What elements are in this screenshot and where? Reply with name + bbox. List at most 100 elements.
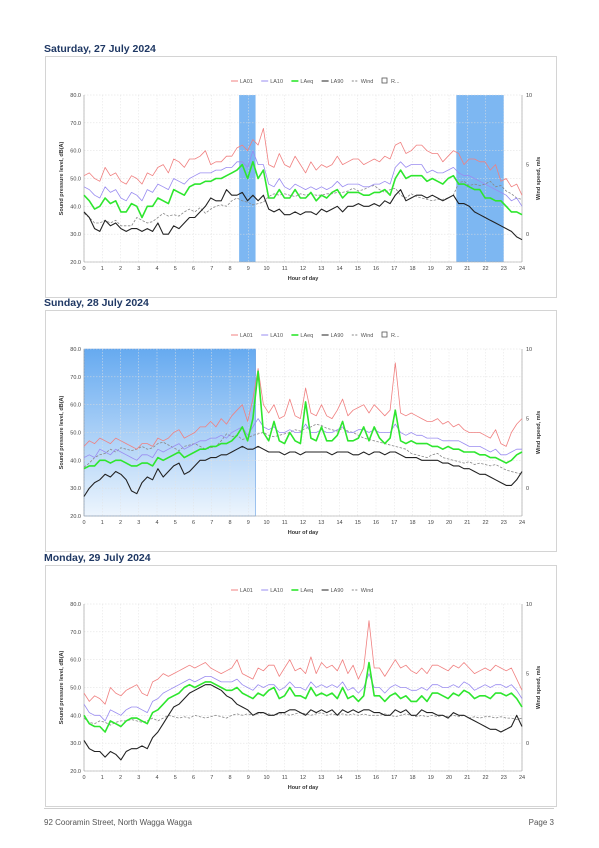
series-line-la01 — [83, 620, 523, 705]
x-tick-label: 12 — [300, 266, 306, 272]
y-tick-label: 50.0 — [70, 177, 81, 183]
y-right-tick-label: 10 — [526, 602, 532, 608]
x-tick-label: 22 — [482, 520, 488, 526]
x-tick-label: 1 — [101, 266, 104, 272]
y-tick-label: 50.0 — [70, 431, 81, 437]
legend-label: Wind — [361, 588, 374, 594]
x-tick-label: 20 — [446, 520, 452, 526]
x-tick-label: 18 — [409, 775, 415, 781]
x-tick-label: 22 — [482, 266, 488, 272]
x-tick-label: 3 — [137, 520, 140, 526]
y-tick-label: 80.0 — [70, 93, 81, 99]
x-tick-label: 15 — [355, 520, 361, 526]
series-line-wind — [83, 180, 523, 227]
x-tick-label: 13 — [318, 775, 324, 781]
legend-label: LA01 — [240, 333, 253, 339]
chart-3-svg: LA01 LA10 LAeq LA90 Wind 20.0 30.0 40.0 50.0 60.0… — [59, 588, 542, 791]
x-tick-label: 10 — [263, 775, 269, 781]
legend-label: LA01 — [240, 79, 253, 85]
x-tick-label: 7 — [210, 520, 213, 526]
x-tick-label: 17 — [391, 775, 397, 781]
x-axis-label: Hour of day — [288, 785, 319, 791]
x-tick-label: 6 — [192, 266, 195, 272]
x-tick-label: 5 — [174, 520, 177, 526]
legend-label: LA90 — [331, 333, 344, 339]
legend-label: LA90 — [331, 79, 344, 85]
footer-rule — [44, 808, 554, 809]
x-tick-label: 17 — [391, 520, 397, 526]
x-axis-label: Hour of day — [288, 530, 319, 536]
y-tick-label: 40.0 — [70, 458, 81, 464]
x-tick-label: 12 — [300, 775, 306, 781]
legend-label: LA10 — [270, 333, 283, 339]
legend-label: LAeq — [300, 333, 313, 339]
x-tick-label: 19 — [428, 266, 434, 272]
x-tick-label: 11 — [282, 520, 288, 526]
series-line-la90 — [83, 189, 523, 241]
legend-label: LAeq — [300, 588, 313, 594]
x-tick-label: 17 — [391, 266, 397, 272]
x-tick-label: 10 — [263, 520, 269, 526]
x-tick-label: 13 — [318, 520, 324, 526]
x-tick-label: 15 — [355, 266, 361, 272]
y-tick-label: 20.0 — [70, 769, 81, 775]
y-right-tick-label: 5 — [526, 672, 529, 678]
footer-address: 92 Cooramin Street, North Wagga Wagga — [44, 818, 192, 827]
legend-label: Wind — [361, 79, 374, 85]
y-tick-label: 60.0 — [70, 658, 81, 664]
highlight-band — [84, 349, 256, 516]
x-tick-label: 22 — [482, 775, 488, 781]
series-line-laeq — [83, 661, 523, 733]
x-tick-label: 11 — [282, 266, 288, 272]
legend-swatch-box — [381, 331, 388, 338]
chart-2-svg: LA01 LA10 LAeq LA90 Wind R... 20.0 30.0 40.0 50.0… — [59, 331, 542, 536]
y-tick-label: 60.0 — [70, 403, 81, 409]
x-tick-label: 18 — [409, 266, 415, 272]
x-tick-label: 10 — [263, 266, 269, 272]
x-tick-label: 15 — [355, 775, 361, 781]
y-tick-label: 20.0 — [70, 260, 81, 266]
y-right-tick-label: 10 — [526, 93, 532, 99]
legend-swatch-box — [381, 77, 388, 84]
x-tick-label: 20 — [446, 266, 452, 272]
series-line-la90 — [83, 684, 523, 761]
x-tick-label: 8 — [228, 775, 231, 781]
y-axis-label-left: Sound pressure level, dB(A) — [59, 396, 65, 470]
x-tick-label: 9 — [247, 520, 250, 526]
series-line-la10 — [83, 673, 523, 722]
x-tick-label: 21 — [464, 266, 470, 272]
chart-2-title: Sunday, 28 July 2024 — [44, 297, 149, 309]
y-tick-label: 40.0 — [70, 713, 81, 719]
y-right-tick-label: 10 — [526, 347, 532, 353]
y-axis-label-right: Wind speed, m/s — [536, 157, 542, 200]
y-tick-label: 30.0 — [70, 486, 81, 492]
x-tick-label: 21 — [464, 775, 470, 781]
y-right-tick-label: 5 — [526, 417, 529, 423]
series-line-la01 — [83, 362, 523, 450]
x-tick-label: 11 — [282, 775, 288, 781]
x-tick-label: 14 — [336, 775, 342, 781]
legend-label: LA10 — [270, 79, 283, 85]
series-line-laeq — [83, 370, 523, 470]
y-tick-label: 80.0 — [70, 602, 81, 608]
series-line-laeq — [83, 161, 523, 219]
y-axis-label-right: Wind speed, m/s — [536, 666, 542, 709]
y-tick-label: 50.0 — [70, 686, 81, 692]
x-tick-label: 7 — [210, 266, 213, 272]
y-tick-label: 20.0 — [70, 514, 81, 520]
x-tick-label: 1 — [101, 520, 104, 526]
y-tick-label: 70.0 — [70, 630, 81, 636]
legend-label: LAeq — [300, 79, 313, 85]
x-tick-label: 3 — [137, 266, 140, 272]
x-tick-label: 16 — [373, 775, 379, 781]
y-right-tick-label: 5 — [526, 163, 529, 169]
x-tick-label: 0 — [82, 775, 85, 781]
chart-1-title: Saturday, 27 July 2024 — [44, 43, 156, 55]
x-tick-label: 6 — [192, 775, 195, 781]
x-tick-label: 19 — [428, 775, 434, 781]
x-tick-label: 19 — [428, 520, 434, 526]
x-tick-label: 20 — [446, 775, 452, 781]
x-axis-label: Hour of day — [288, 276, 319, 282]
x-tick-label: 1 — [101, 775, 104, 781]
y-right-tick-label: 0 — [526, 232, 529, 238]
